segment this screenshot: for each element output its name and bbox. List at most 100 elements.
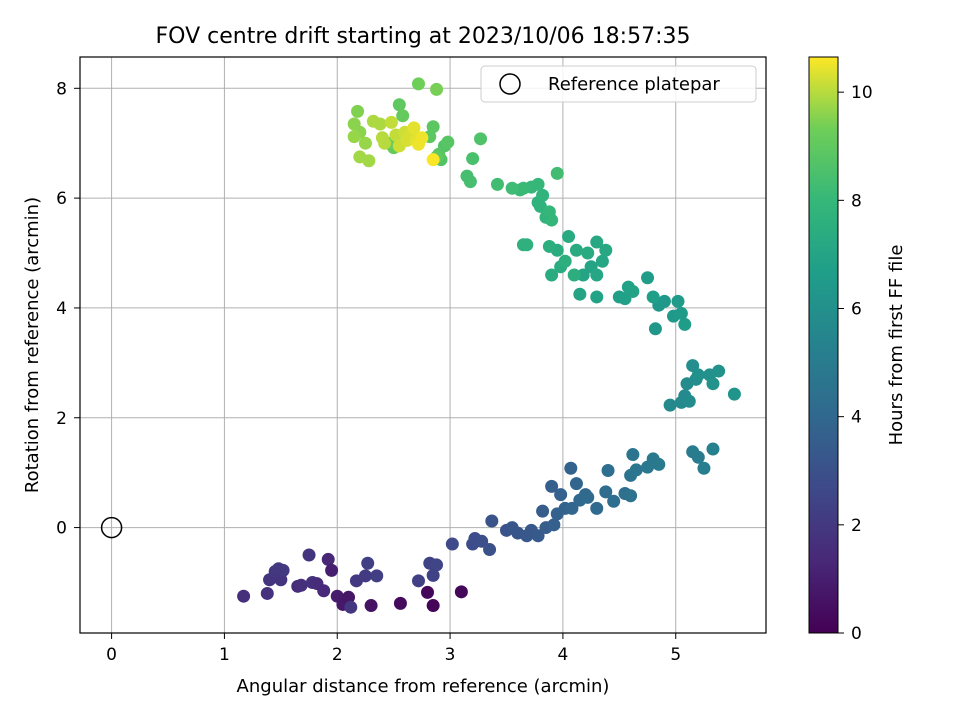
data-point: [362, 154, 376, 168]
y-tick-label: 6: [56, 189, 67, 209]
data-point: [569, 243, 583, 257]
data-point: [595, 254, 609, 268]
colorbar-tick-label: 6: [851, 299, 862, 319]
data-point: [590, 268, 604, 282]
scatter-points: [237, 77, 741, 614]
legend-label-reference: Reference platepar: [548, 74, 720, 95]
data-point: [691, 450, 705, 464]
x-axis-label: Angular distance from reference (arcmin): [237, 676, 610, 697]
data-point: [411, 574, 425, 588]
data-point: [237, 589, 251, 603]
data-point: [393, 596, 407, 610]
x-tick-label: 2: [332, 645, 343, 665]
data-point: [358, 569, 372, 583]
data-point: [581, 490, 595, 504]
data-point: [573, 287, 587, 301]
data-point: [576, 268, 590, 282]
data-point: [599, 485, 613, 499]
data-point: [554, 488, 568, 502]
data-point: [260, 586, 274, 600]
data-point: [454, 585, 468, 599]
data-point: [342, 590, 356, 604]
data-point: [490, 177, 504, 191]
data-point: [361, 556, 375, 570]
data-point: [547, 518, 561, 532]
reference-platepar-marker: [100, 516, 123, 539]
data-point: [445, 537, 459, 551]
data-point: [325, 563, 339, 577]
data-point: [674, 306, 688, 320]
data-point: [562, 230, 576, 244]
data-point: [321, 552, 335, 566]
data-point: [678, 317, 692, 331]
legend-marker-reference: [499, 73, 521, 95]
data-point: [415, 131, 429, 145]
data-point: [531, 529, 545, 543]
colorbar-tick-label: 10: [851, 83, 873, 103]
data-point: [590, 501, 604, 515]
data-point: [430, 558, 444, 572]
data-point: [364, 599, 378, 613]
data-point: [426, 599, 440, 613]
data-point: [545, 479, 559, 493]
data-point: [483, 543, 497, 557]
data-point: [392, 98, 406, 112]
x-axis-ticks: 0 1 2 3 4 5: [106, 633, 681, 665]
data-point: [378, 136, 392, 150]
data-point: [652, 457, 666, 471]
data-point: [550, 166, 564, 180]
data-point: [421, 585, 435, 599]
data-point: [463, 175, 477, 189]
data-point: [407, 121, 421, 135]
data-point: [347, 130, 361, 144]
data-point: [641, 271, 655, 285]
data-point: [485, 514, 499, 528]
data-point: [505, 181, 519, 195]
colorbar: [808, 56, 839, 634]
chart-title: FOV centre drift starting at 2023/10/06 …: [156, 24, 691, 49]
data-point: [697, 461, 711, 475]
data-point: [475, 534, 489, 548]
data-point: [474, 132, 488, 146]
y-axis-label: Rotation from reference (arcmin): [22, 197, 43, 493]
data-point: [629, 463, 643, 477]
data-point: [520, 238, 534, 252]
x-tick-label: 1: [219, 645, 230, 665]
data-point: [706, 377, 720, 391]
x-tick-label: 0: [106, 645, 117, 665]
data-point: [626, 448, 640, 462]
plot-frame: [79, 56, 767, 634]
data-point: [590, 235, 604, 249]
data-point: [426, 120, 440, 134]
data-point: [370, 569, 384, 583]
data-point: [426, 153, 440, 167]
x-tick-label: 3: [445, 645, 456, 665]
data-point: [545, 268, 559, 282]
colorbar-tick-label: 4: [851, 408, 862, 428]
data-point: [302, 548, 316, 562]
data-point: [599, 243, 613, 257]
data-point: [646, 290, 660, 304]
y-tick-label: 2: [56, 409, 67, 429]
data-point: [317, 584, 331, 598]
colorbar-ticks: 0 2 4 6 8 10: [838, 83, 873, 644]
data-point: [648, 322, 662, 336]
y-tick-label: 8: [56, 79, 67, 99]
data-point: [626, 284, 640, 298]
data-point: [430, 82, 444, 96]
y-tick-label: 4: [56, 299, 67, 319]
data-point: [396, 109, 410, 123]
colorbar-tick-label: 0: [851, 624, 862, 644]
y-tick-label: 0: [56, 519, 67, 539]
y-axis-ticks: 0 2 4 6 8: [56, 79, 80, 539]
data-point: [663, 398, 677, 412]
data-point: [373, 117, 387, 131]
x-tick-label: 4: [557, 645, 568, 665]
data-point: [411, 77, 425, 91]
colorbar-label: Hours from first FF file: [886, 245, 907, 446]
legend: Reference platepar: [480, 65, 757, 103]
data-point: [686, 359, 700, 373]
data-point: [536, 504, 550, 518]
data-point: [565, 501, 579, 515]
legend-box: [480, 65, 757, 103]
